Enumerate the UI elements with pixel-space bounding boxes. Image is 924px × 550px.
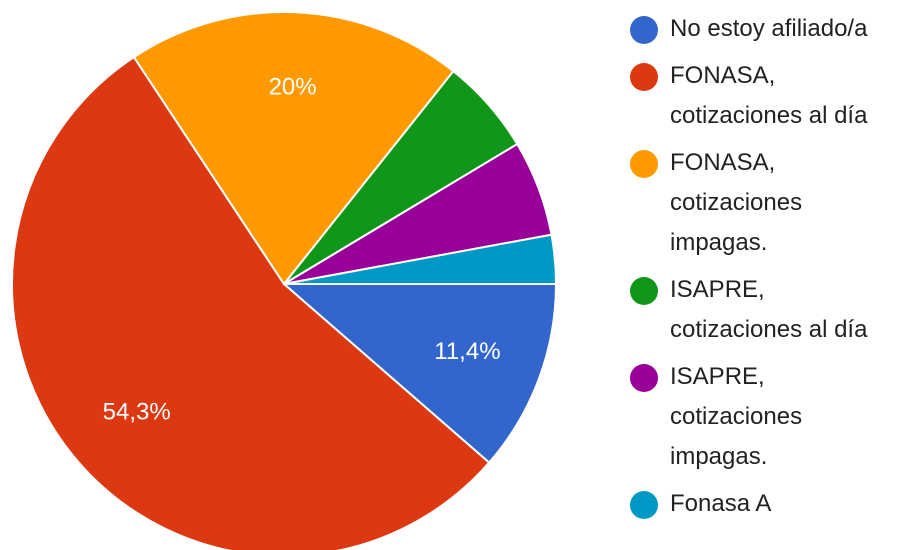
legend-swatch [630,491,658,519]
legend-label: ISAPRE, cotizaciones al día [670,276,868,343]
legend-label: FONASA, cotizaciones al día [670,62,868,129]
pie-slice [283,233,558,285]
slice-label: 20% [269,74,317,101]
legend-swatch [630,277,658,305]
legend-swatch [630,63,658,91]
pie-slice [11,55,491,550]
slice-label: 11,4% [434,338,500,365]
legend-swatch [630,16,658,44]
pie-slice [132,11,455,286]
slice-label: 54,3% [103,398,171,425]
legend-label: No estoy afiliado/a [670,15,868,42]
legend-label: Fonasa A [670,490,771,517]
legend-label: FONASA, cotizaciones impagas. [670,149,802,256]
legend-swatch [630,364,658,392]
legend-swatch [630,150,658,178]
pie-slice [281,283,558,465]
legend-label: ISAPRE, cotizaciones impagas. [670,363,802,470]
